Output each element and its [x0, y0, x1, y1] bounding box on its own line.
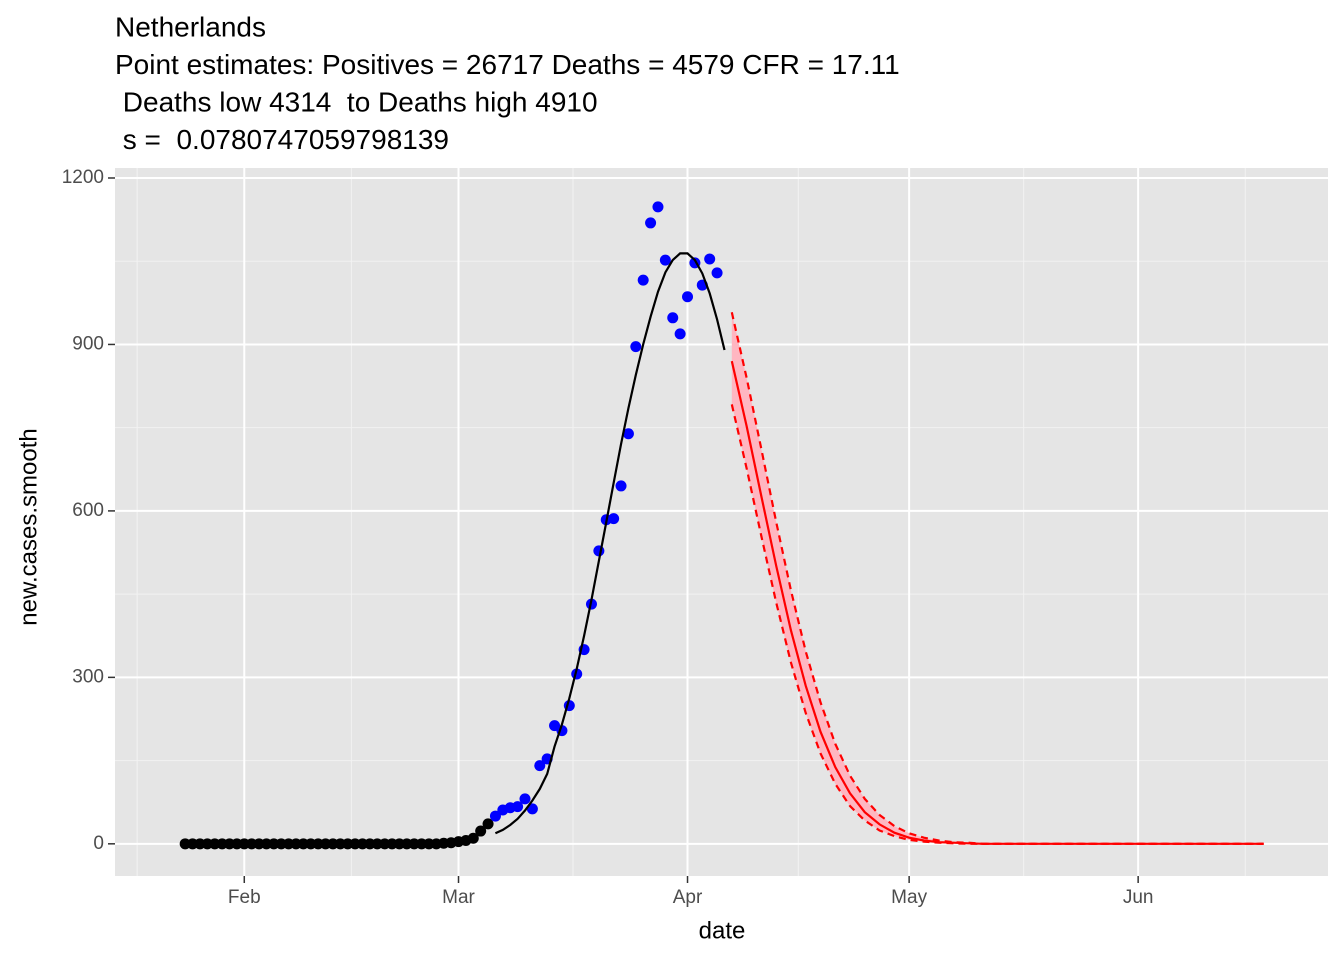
- chart-title: Netherlands: [115, 11, 266, 42]
- data-point: [667, 312, 679, 324]
- data-point: [615, 480, 627, 492]
- x-axis-label: date: [699, 917, 746, 944]
- data-point: [622, 428, 634, 440]
- y-tick-label: 300: [72, 666, 104, 687]
- data-point: [645, 217, 657, 229]
- data-point: [489, 810, 501, 822]
- x-tick-label: Mar: [442, 887, 475, 908]
- x-tick-label: Feb: [228, 887, 261, 908]
- data-point: [519, 793, 531, 805]
- plot-panel: [115, 168, 1328, 876]
- x-tick-label: Jun: [1123, 887, 1154, 908]
- data-point: [475, 825, 487, 837]
- data-point: [534, 760, 546, 772]
- data-point: [682, 291, 694, 303]
- y-tick-label: 1200: [62, 167, 104, 188]
- data-point: [659, 254, 671, 266]
- data-point: [593, 545, 605, 557]
- y-tick-label: 0: [93, 833, 104, 854]
- x-tick-label: May: [891, 887, 927, 908]
- x-tick-label: Apr: [673, 887, 703, 908]
- data-point: [526, 803, 538, 815]
- data-point: [711, 267, 723, 279]
- data-point: [630, 341, 642, 353]
- fit-line: [494, 252, 726, 835]
- data-point: [652, 201, 664, 213]
- y-axis-label: new.cases.smooth: [15, 428, 42, 625]
- data-point: [482, 818, 494, 830]
- data-point: [637, 274, 649, 286]
- data-point: [704, 253, 716, 265]
- data-point: [512, 801, 524, 813]
- chart-title: Deaths low 4314 to Deaths high 4910: [115, 86, 598, 117]
- chart-title: Point estimates: Positives = 26717 Death…: [115, 49, 900, 80]
- fit-line: [730, 360, 1264, 845]
- chart-title: s = 0.0780747059798139: [115, 124, 449, 155]
- y-tick-label: 600: [72, 500, 104, 521]
- data-point: [467, 832, 479, 844]
- data-point: [674, 328, 686, 340]
- y-tick-label: 900: [72, 333, 104, 354]
- data-point: [608, 513, 620, 525]
